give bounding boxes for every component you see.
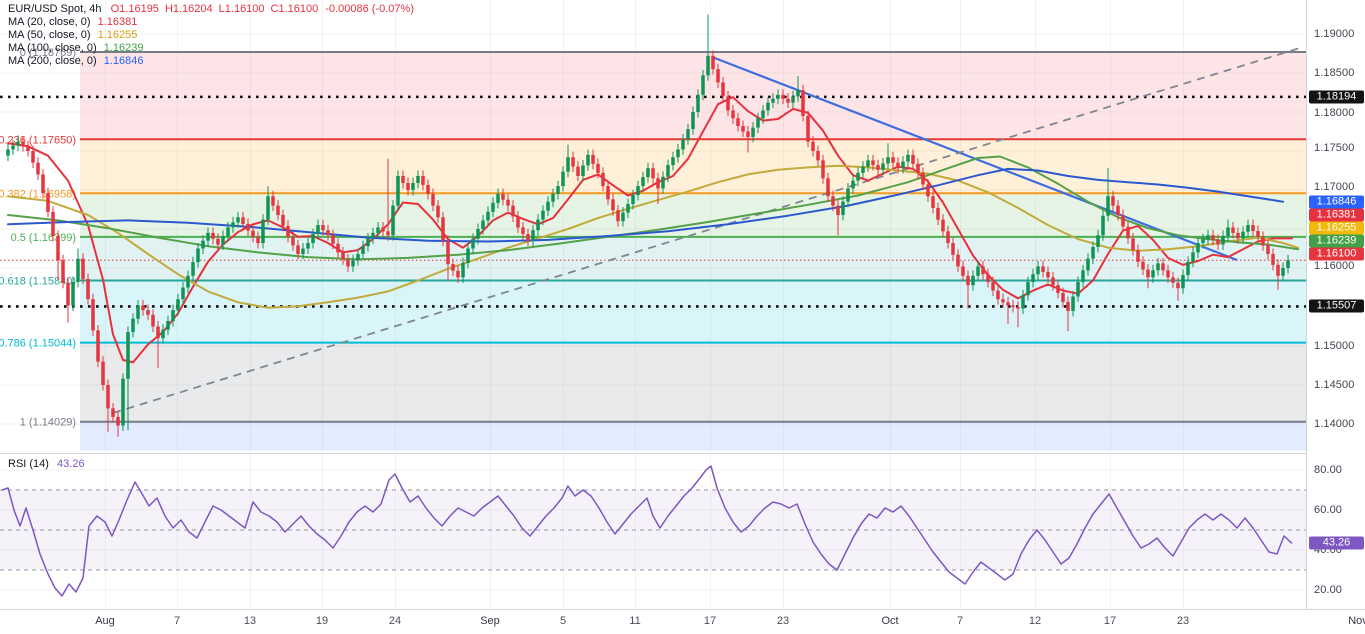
ma50-label: MA (50, close, 0) (8, 29, 91, 41)
ma50-value: 1.16255 (97, 29, 138, 41)
rsi-axis-label: 80.00 (1314, 464, 1343, 476)
time-axis-label: Aug (95, 615, 115, 627)
price-axis-label: 1.16000 (1314, 260, 1355, 272)
ma200-line[interactable] (7, 167, 1284, 243)
time-axis-label: 7 (173, 615, 181, 627)
ohlc-c: C1.16100 (270, 3, 319, 15)
symbol-row[interactable]: EUR/USD Spot, 4h O1.16195 H1.16204 L1.1610… (8, 3, 414, 16)
ma100-label: MA (100, close, 0) (8, 42, 97, 54)
ohlc-values: O1.16195 H1.16204 L1.16100 C1.16100 (105, 3, 319, 15)
pane-separator[interactable] (0, 453, 1365, 454)
time-axis-label: 23 (1176, 615, 1190, 627)
time-axis-label: 12 (1028, 615, 1042, 627)
time-axis-label: 7 (956, 615, 964, 627)
fib-label: 0.5 (1.16399) (11, 232, 76, 244)
price-axis-label: 1.15000 (1314, 340, 1355, 352)
rsi-value-badge: 43.26 (1309, 536, 1364, 550)
price-badge: 1.16255 (1309, 221, 1364, 235)
price-axis-label: 1.18000 (1314, 107, 1355, 119)
rsi-line[interactable] (1, 465, 1293, 597)
price-badge: 1.15507 (1309, 299, 1364, 313)
ma20-value: 1.16381 (97, 16, 138, 28)
rsi-value: 43.26 (57, 458, 85, 470)
fib-zone-1 (80, 139, 1306, 194)
rsi-axis-label: 20.00 (1314, 584, 1343, 596)
price-badge: 1.16100 (1309, 247, 1364, 261)
fib-label: 0.618 (1.15840) (0, 275, 76, 287)
chart-canvas[interactable]: 0 (1.18769)0.236 (1.17650)0.382 (1.16958… (0, 0, 1306, 609)
time-axis-label: Sep (480, 615, 500, 627)
ma200-value: 1.16846 (103, 55, 144, 67)
ohlc-l: L1.16100 (218, 3, 265, 15)
fib-zone-4 (80, 280, 1306, 343)
time-axis-label: Nov (1348, 615, 1365, 627)
fib-label: 0 (1.18769) (20, 47, 76, 59)
price-axis-label: 1.17000 (1314, 181, 1355, 193)
time-axis-label: 5 (559, 615, 567, 627)
price-badge: 1.16239 (1309, 234, 1364, 248)
price-axis-label: 1.14500 (1314, 379, 1355, 391)
price-badge: 1.16846 (1309, 195, 1364, 209)
time-axis-label: 24 (388, 615, 402, 627)
fib-label: 0.786 (1.15044) (0, 338, 76, 350)
time-axis[interactable]: Aug 7 13 19 24 Sep 5 11 17 23 Oct 7 12 17 23 Nov (0, 609, 1365, 634)
time-axis-label: 17 (1103, 615, 1117, 627)
rsi-legend[interactable]: RSI (14) 43.26 (8, 458, 85, 470)
price-axis-label: 1.14000 (1314, 418, 1355, 430)
rsi-label: RSI (14) (8, 458, 49, 470)
time-axis-label: Oct (881, 615, 899, 627)
ma100-line[interactable] (7, 155, 1299, 261)
price-badge: 1.18194 (1309, 90, 1364, 104)
ma20-legend-row[interactable]: MA (20, close, 0) 1.16381 (8, 16, 414, 29)
ma20-line[interactable] (7, 96, 1293, 364)
fib-zone-3 (80, 236, 1306, 281)
ascending-support-dashed[interactable] (112, 47, 1301, 414)
ma100-value: 1.16239 (103, 42, 144, 54)
ma200-label: MA (200, close, 0) (8, 55, 97, 67)
ma100-legend-row[interactable]: MA (100, close, 0) 1.16239 (8, 42, 414, 55)
price-axis-label: 1.19000 (1314, 28, 1355, 40)
candles (6, 14, 1290, 437)
ohlc-o: O1.16195 (110, 3, 159, 15)
change-value: -0.00086 (-0.07%) (325, 3, 414, 15)
fib-zone-6 (80, 421, 1306, 451)
rsi-axis-label: 60.00 (1314, 504, 1343, 516)
time-axis-label: 23 (776, 615, 790, 627)
fib-label: 0.382 (1.16958) (0, 188, 76, 200)
ma50-line[interactable] (7, 164, 1299, 309)
price-badge: 1.16381 (1309, 208, 1364, 222)
time-axis-label: 11 (629, 615, 641, 627)
symbol-legend[interactable]: EUR/USD Spot, 4h O1.16195 H1.16204 L1.1610… (8, 3, 414, 68)
price-axis[interactable]: 1.19000 1.18500 1.18000 1.17500 1.17000 1.160… (1306, 0, 1365, 609)
ma20-label: MA (20, close, 0) (8, 16, 91, 28)
price-axis-label: 1.18500 (1314, 67, 1355, 79)
symbol-title: EUR/USD Spot, 4h (8, 3, 102, 15)
ma50-legend-row[interactable]: MA (50, close, 0) 1.16255 (8, 29, 414, 42)
fib-label: 1 (1.14029) (20, 417, 76, 429)
time-axis-label: 13 (243, 615, 257, 627)
time-axis-label: 17 (703, 615, 717, 627)
ohlc-h: H1.16204 (164, 3, 213, 15)
time-axis-label: 19 (315, 615, 329, 627)
fib-zone-5 (80, 342, 1306, 422)
ma200-legend-row[interactable]: MA (200, close, 0) 1.16846 (8, 55, 414, 68)
price-axis-label: 1.17500 (1314, 142, 1355, 154)
